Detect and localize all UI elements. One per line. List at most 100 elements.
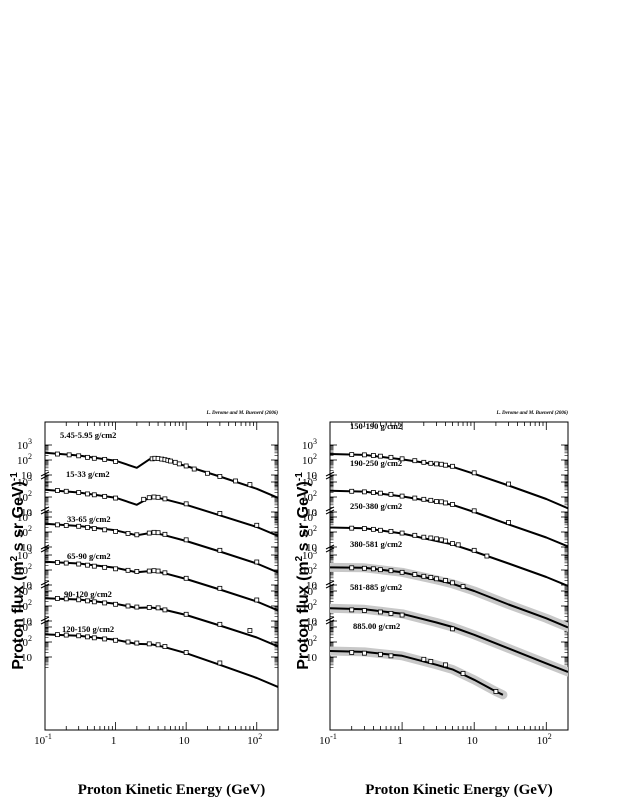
data-point — [349, 525, 355, 531]
x-axis-ticks — [44, 422, 279, 730]
data-point — [113, 528, 118, 534]
data-point — [155, 530, 161, 536]
data-point — [217, 585, 223, 591]
data-point — [443, 662, 448, 668]
data-point — [151, 568, 157, 574]
data-point — [399, 612, 405, 618]
data-point — [438, 499, 444, 505]
data-point — [493, 689, 499, 694]
data-point — [388, 454, 394, 460]
model-curve — [330, 526, 568, 587]
y-tick-label: 10 — [21, 580, 33, 592]
axis-break — [40, 506, 50, 515]
x-tick-label: 102 — [537, 732, 552, 747]
credit-text: L. Derome and M. Buenerd (2006) — [495, 411, 568, 416]
data-point — [361, 526, 367, 531]
data-point — [91, 455, 97, 461]
data-point — [113, 495, 118, 501]
data-point — [76, 523, 82, 529]
y-tick-label: 10 — [21, 470, 33, 482]
data-point — [155, 568, 161, 574]
data-point — [162, 644, 168, 649]
data-point — [434, 536, 439, 542]
data-point — [421, 573, 427, 579]
data-point — [460, 584, 466, 589]
data-point — [85, 525, 90, 530]
data-point — [102, 564, 108, 570]
data-point — [428, 497, 434, 503]
data-point — [172, 459, 178, 465]
data-point — [76, 597, 82, 603]
series-label: 150-190 g/cm2 — [350, 421, 402, 431]
data-point — [102, 636, 108, 642]
data-point — [349, 565, 355, 571]
data-point — [388, 568, 394, 574]
data-point — [371, 453, 376, 458]
data-point — [247, 482, 253, 487]
axis-break — [325, 544, 335, 553]
data-point — [233, 478, 238, 484]
data-point — [443, 538, 448, 544]
series-label: 15-33 g/cm2 — [66, 469, 110, 479]
x-axis-label: Proton Kinetic Energy (GeV) — [365, 782, 553, 798]
data-point — [421, 496, 427, 502]
data-point — [91, 635, 97, 641]
data-point — [247, 628, 253, 633]
y-tick-label: 103 — [17, 437, 32, 452]
x-tick-label: 10 — [467, 735, 479, 747]
data-point — [450, 502, 455, 507]
data-point — [443, 578, 448, 583]
series-label: 90-120 g/cm2 — [64, 589, 112, 599]
series-label: 885.00 g/cm2 — [353, 621, 400, 631]
y-tick-label: 103 — [302, 583, 317, 598]
data-point — [63, 488, 69, 494]
data-point — [450, 580, 455, 586]
data-point — [349, 452, 355, 457]
data-point — [168, 458, 173, 464]
y-tick-label: 10 — [21, 542, 33, 554]
data-point — [349, 607, 355, 613]
y-tick-label: 10 — [21, 507, 33, 519]
axis-break — [40, 580, 50, 589]
data-point — [151, 529, 157, 535]
chart-panel-left: L. Derome and M. Buenerd (2006)10-1 1 10 10… — [9, 411, 279, 798]
data-point — [102, 600, 108, 606]
data-point — [438, 537, 444, 543]
data-point — [377, 527, 383, 533]
data-point — [91, 526, 97, 531]
x-tick-label: 10-1 — [34, 732, 52, 747]
y-tick-label: 103 — [302, 547, 317, 562]
data-point — [471, 470, 477, 476]
data-point — [377, 567, 383, 573]
data-point — [125, 567, 131, 573]
data-point — [55, 522, 60, 528]
model-curve — [45, 633, 278, 688]
data-point — [134, 532, 140, 538]
data-point — [377, 453, 383, 459]
data-point — [361, 565, 367, 571]
y-tick-label: 102 — [17, 598, 32, 613]
axis-break — [40, 616, 50, 625]
data-point — [125, 639, 131, 645]
data-point — [191, 466, 197, 472]
x-tick-label: 1 — [111, 735, 117, 747]
y-axis-ticks — [325, 444, 568, 668]
data-point — [85, 454, 90, 460]
data-point — [125, 603, 131, 609]
data-point — [438, 461, 444, 467]
series-1 — [330, 452, 568, 510]
series-label: 250-380 g/cm2 — [350, 501, 402, 511]
axis-break — [325, 471, 335, 480]
data-point — [349, 488, 355, 494]
y-tick-label: 102 — [17, 634, 32, 649]
data-point — [371, 526, 376, 532]
series-label: 65-90 g/cm2 — [67, 551, 111, 561]
data-point — [91, 563, 97, 569]
data-point — [484, 553, 490, 559]
data-point — [399, 569, 405, 575]
data-point — [443, 462, 448, 468]
series-label: 581-885 g/cm2 — [350, 582, 402, 592]
data-point — [412, 532, 418, 538]
y-tick-label: 102 — [302, 634, 317, 649]
data-point — [55, 596, 60, 601]
